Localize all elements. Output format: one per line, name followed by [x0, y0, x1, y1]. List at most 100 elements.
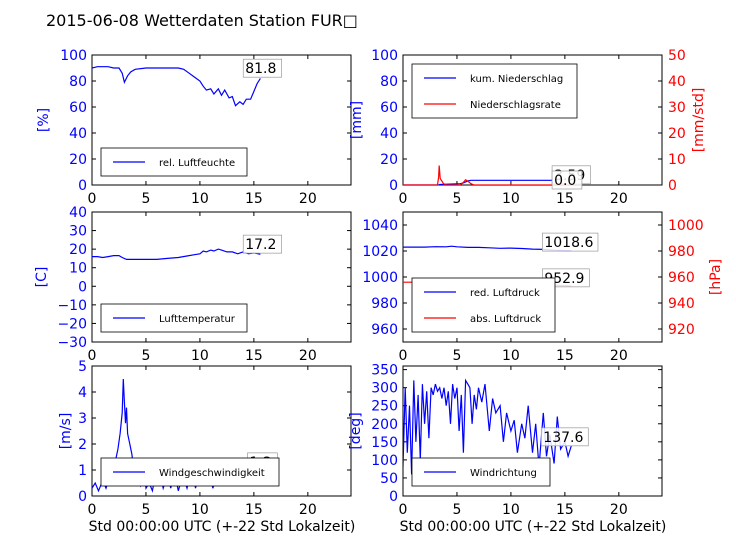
y-axis-label: [deg]: [348, 412, 364, 449]
y-tick-label: 0: [389, 489, 398, 505]
y-tick-label-right: 20: [668, 126, 686, 142]
y-tick-label: 1040: [362, 218, 398, 234]
y-axis-label: [C]: [34, 267, 50, 288]
y-tick-label: 0: [78, 489, 87, 505]
y-tick-label-right: 40: [668, 74, 686, 90]
value-label-box: [242, 234, 282, 254]
y-tick-label: 980: [371, 296, 398, 312]
x-tick-label: 5: [452, 502, 461, 518]
legend-label: red. Luftdruck: [470, 288, 540, 299]
y-tick-label: 80: [69, 74, 87, 90]
x-tick-label: 0: [399, 502, 408, 518]
x-tick-label: 20: [299, 502, 317, 518]
figure-title: 2015-06-08 Wetterdaten Station FUR□: [46, 11, 358, 30]
y-axis-label: [m/s]: [58, 413, 74, 450]
y-tick-label: 100: [371, 453, 398, 469]
y-tick-label-right: 980: [668, 244, 695, 260]
y-tick-label: 2: [78, 437, 87, 453]
y-tick-label-right: 920: [668, 322, 695, 338]
legend-box: [411, 63, 578, 119]
x-axis-label-left: Std 00:00:00 UTC (+-22 Std Lokalzeit): [89, 519, 356, 535]
y-tick-label: 0: [389, 178, 398, 194]
y-tick-label: 3: [78, 411, 87, 427]
y-tick-label: −10: [57, 298, 87, 314]
x-tick-label: 15: [245, 348, 263, 364]
x-tick-label: 10: [191, 348, 209, 364]
y-tick-label: 250: [371, 399, 398, 415]
y-axis-label: [mm]: [349, 101, 365, 139]
y-tick-label-right: 1000: [668, 218, 704, 234]
x-tick-label: 0: [399, 348, 408, 364]
y-tick-label-right: 0: [668, 178, 677, 194]
y-tick-label: 200: [371, 417, 398, 433]
x-tick-label: 5: [141, 191, 150, 207]
y-tick-label: 4: [78, 385, 87, 401]
legend-label: rel. Luftfeuchte: [159, 158, 235, 169]
y-tick-label: 40: [380, 126, 398, 142]
x-tick-label: 10: [191, 502, 209, 518]
y-tick-label: 20: [380, 152, 398, 168]
x-tick-label: 15: [556, 191, 574, 207]
x-tick-label: 20: [610, 502, 628, 518]
x-tick-label: 10: [502, 502, 520, 518]
value-label-box: [542, 232, 599, 252]
chart-panel: 0 5 10 15 20 −30 −20 −10 0 10 20 30 40 [C] 17.2 Lufttem…: [34, 205, 352, 364]
y-tick-label: 40: [69, 205, 87, 221]
chart-panel: 0 5 10 15 20 0 20 40 60 80 100 0 10 20 30 40 50 [mm] [mm/s…: [349, 48, 707, 207]
x-tick-label: 20: [299, 191, 317, 207]
x-tick-label: 15: [245, 191, 263, 207]
value-label-box: [242, 58, 282, 78]
y-tick-label-right: 940: [668, 296, 695, 312]
y-tick-label: 5: [78, 359, 87, 375]
x-tick-label: 5: [452, 348, 461, 364]
x-tick-label: 20: [610, 191, 628, 207]
x-tick-label: 15: [245, 502, 263, 518]
y-tick-label-right: 960: [668, 270, 695, 286]
y-tick-label: 60: [380, 100, 398, 116]
y-tick-label: 960: [371, 322, 398, 338]
value-label: 137.6: [543, 430, 583, 446]
legend-label: Windgeschwindigkeit: [159, 468, 265, 479]
y-tick-label: 60: [69, 100, 87, 116]
series-line: [92, 248, 261, 260]
x-tick-label: 15: [556, 502, 574, 518]
x-tick-label: 10: [191, 191, 209, 207]
x-tick-label: 20: [299, 348, 317, 364]
y-tick-label: 150: [371, 435, 398, 451]
x-tick-label: 5: [452, 191, 461, 207]
series-line: [92, 66, 261, 107]
legend-label: Lufttemperatur: [159, 314, 236, 325]
x-tick-label: 0: [399, 191, 408, 207]
value-label: 0.0: [554, 173, 576, 189]
y-tick-label: −30: [57, 335, 87, 351]
y-tick-label: 50: [380, 471, 398, 487]
legend-box: [411, 277, 556, 333]
x-tick-label: 0: [88, 348, 97, 364]
value-label-box: [540, 427, 589, 447]
y-tick-label: 40: [69, 126, 87, 142]
y-tick-label-right: 10: [668, 152, 686, 168]
y-tick-label: 20: [69, 242, 87, 258]
y-tick-label: 0: [78, 178, 87, 194]
chart-panel: 05101520012345[m/s]1.2Windgeschwindigkei…: [58, 359, 352, 518]
legend-label: Windrichtung: [470, 468, 537, 479]
legend-label: abs. Luftdruck: [470, 314, 541, 325]
x-tick-label: 20: [610, 348, 628, 364]
y-tick-label: 350: [371, 363, 398, 379]
y-axis-label-right: [hPa]: [708, 259, 724, 295]
chart-panel: 0 5 10 15 20 960 980 1000 1020 1040 920 940 960 980 10…: [362, 211, 724, 364]
y-tick-label: 80: [380, 74, 398, 90]
y-tick-label-right: 30: [668, 100, 686, 116]
y-tick-label: 1020: [362, 244, 398, 260]
y-tick-label: 100: [60, 48, 87, 64]
series-line: [403, 378, 572, 475]
x-tick-label: 0: [88, 502, 97, 518]
value-label: 1018.6: [544, 235, 593, 251]
x-tick-label: 10: [502, 191, 520, 207]
y-tick-label: 20: [69, 152, 87, 168]
y-axis-label-right: [mm/std]: [691, 88, 707, 153]
x-tick-label: 5: [141, 502, 150, 518]
